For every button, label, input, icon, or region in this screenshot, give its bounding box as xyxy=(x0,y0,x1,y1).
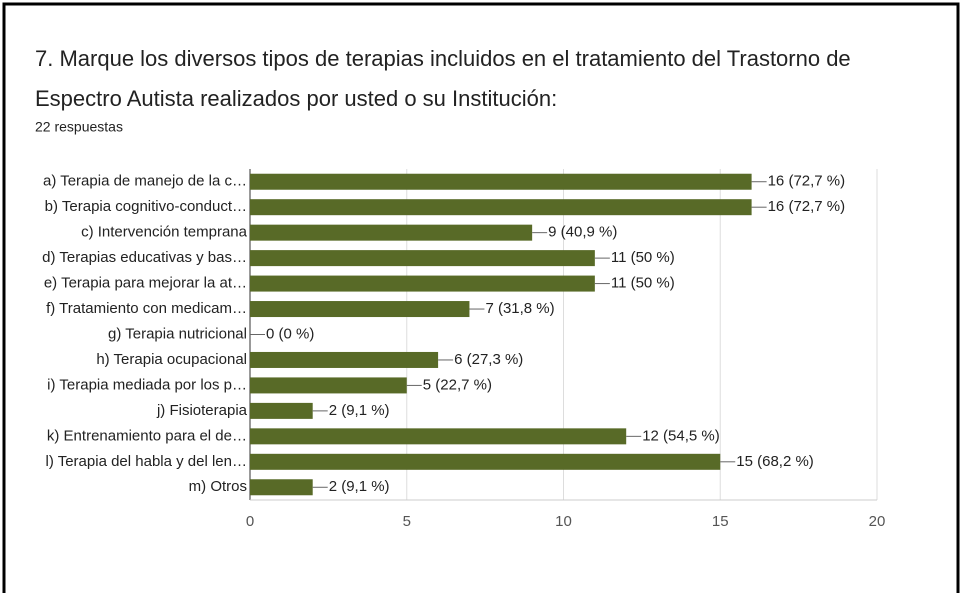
chart-subtitle: 22 respuestas xyxy=(35,119,123,135)
y-tick-label: g) Terapia nutricional xyxy=(108,325,247,342)
bar xyxy=(250,301,470,318)
y-tick-label: c) Intervención temprana xyxy=(81,224,248,241)
data-label: 11 (50 %) xyxy=(611,275,675,292)
chart-title: Espectro Autista realizados por usted o … xyxy=(35,86,557,111)
bar xyxy=(250,453,721,470)
x-tick-label: 5 xyxy=(403,513,411,530)
data-label: 5 (22,7 %) xyxy=(423,376,492,393)
data-label: 7 (31,8 %) xyxy=(485,300,554,317)
y-tick-label: a) Terapia de manejo de la c… xyxy=(43,173,247,190)
y-tick-label: b) Terapia cognitivo-conduct… xyxy=(45,198,247,215)
bar xyxy=(250,199,752,216)
bar xyxy=(250,351,439,368)
bar xyxy=(250,428,627,445)
data-label: 15 (68,2 %) xyxy=(736,453,814,470)
data-label: 2 (9,1 %) xyxy=(329,478,390,495)
data-label: 16 (72,7 %) xyxy=(768,173,846,190)
y-tick-label: f) Tratamiento con medicam… xyxy=(46,300,247,317)
bar xyxy=(250,479,313,496)
data-label: 6 (27,3 %) xyxy=(454,351,523,368)
bar xyxy=(250,224,533,241)
data-label: 2 (9,1 %) xyxy=(329,402,390,419)
bar xyxy=(250,402,313,419)
x-tick-label: 0 xyxy=(246,513,254,530)
y-tick-label: i) Terapia mediada por los p… xyxy=(47,376,247,393)
chart-title: 7. Marque los diversos tipos de terapias… xyxy=(35,46,851,71)
x-tick-label: 15 xyxy=(712,513,729,530)
y-tick-label: d) Terapias educativas y bas… xyxy=(42,249,247,266)
data-label: 16 (72,7 %) xyxy=(768,198,846,215)
y-tick-label: k) Entrenamiento para el de… xyxy=(47,427,247,444)
data-label: 9 (40,9 %) xyxy=(548,224,617,241)
y-tick-label: m) Otros xyxy=(189,478,247,495)
bar xyxy=(250,173,752,190)
x-tick-label: 10 xyxy=(555,513,572,530)
data-label: 12 (54,5 %) xyxy=(642,427,720,444)
y-tick-label: h) Terapia ocupacional xyxy=(96,351,247,368)
data-label: 11 (50 %) xyxy=(611,249,675,266)
x-tick-label: 20 xyxy=(869,513,886,530)
data-label: 0 (0 %) xyxy=(266,325,314,342)
y-tick-label: l) Terapia del habla y del len… xyxy=(45,453,247,470)
bar xyxy=(250,275,595,292)
bar xyxy=(250,250,595,267)
y-tick-label: j) Fisioterapia xyxy=(156,402,248,419)
bar xyxy=(250,377,407,394)
y-tick-label: e) Terapia para mejorar la at… xyxy=(44,275,247,292)
